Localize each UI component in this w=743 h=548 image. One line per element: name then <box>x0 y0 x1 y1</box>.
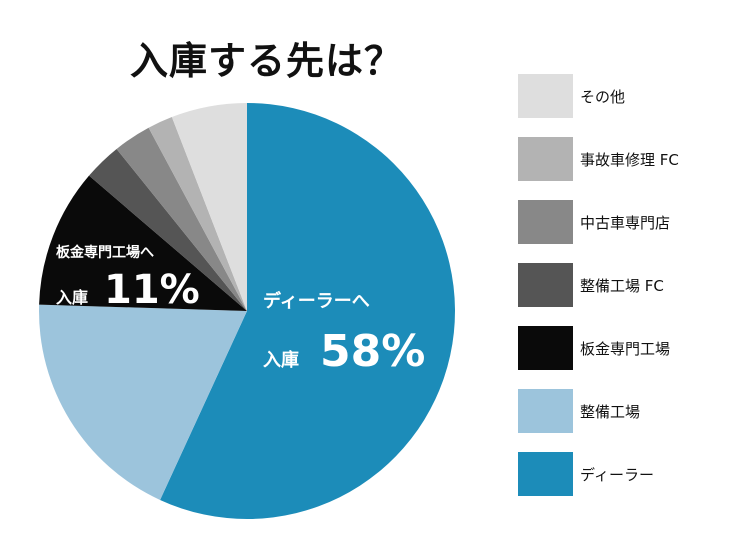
pie-slice-2 <box>39 304 247 500</box>
pie-slice-3 <box>39 175 247 311</box>
legend-swatch <box>518 263 573 307</box>
slice-label-3-line2: 入庫 <box>56 288 88 307</box>
pie-slice-7 <box>171 103 247 311</box>
legend-label: その他 <box>580 88 626 106</box>
legend-item: 事故車修理 FC <box>518 137 738 181</box>
slice-value-1: 58% <box>320 326 425 377</box>
legend-swatch <box>518 74 573 118</box>
pie-slice-4 <box>89 148 247 311</box>
legend-label: 整備工場 FC <box>580 277 664 295</box>
legend-item: 整備工場 FC <box>518 263 738 307</box>
slice-label-1-line1: ディーラーへ <box>263 290 370 312</box>
legend-label: ディーラー <box>580 466 654 484</box>
legend-item: ディーラー <box>518 452 738 496</box>
slice-label-1-line2: 入庫 <box>263 349 299 371</box>
legend-label: 事故車修理 FC <box>580 151 679 169</box>
pie-slice-5 <box>116 127 247 311</box>
legend-label: 板金専門工場 <box>580 340 671 358</box>
legend-item: 中古車専門店 <box>518 200 738 244</box>
legend-swatch <box>518 389 573 433</box>
legend-swatch <box>518 326 573 370</box>
legend-label: 中古車専門店 <box>580 214 671 232</box>
legend-item: 整備工場 <box>518 389 738 433</box>
legend-swatch <box>518 137 573 181</box>
slice-label-3-line1: 板金専門工場へ <box>56 244 154 261</box>
legend-swatch <box>518 200 573 244</box>
legend-label: 整備工場 <box>580 403 641 421</box>
legend-item: 板金専門工場 <box>518 326 738 370</box>
chart-title: 入庫する先は？ <box>130 39 404 83</box>
slice-value-3: 11% <box>104 267 200 313</box>
pie-slice-6 <box>148 117 247 311</box>
legend-swatch <box>518 452 573 496</box>
legend-item: その他 <box>518 74 738 118</box>
pie-slice-1 <box>160 103 455 519</box>
